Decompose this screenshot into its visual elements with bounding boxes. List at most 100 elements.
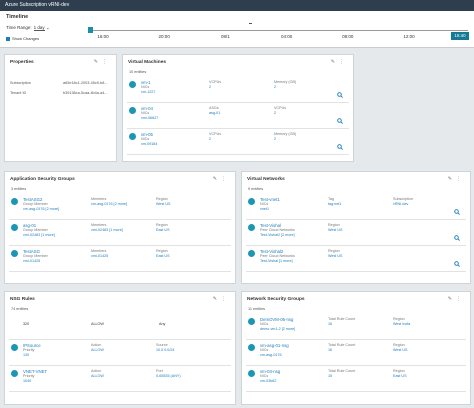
- item-name[interactable]: DemOVM-06-nsg: [260, 317, 294, 322]
- field-label: Region: [393, 343, 405, 347]
- list-item: vm-03-nsg NICs vm-03b62 Total Rule Count 15 R…: [246, 366, 466, 392]
- item-name[interactable]: Test-Vishal: [260, 223, 281, 228]
- field-value: Test-Vishal [1 more]: [260, 259, 293, 263]
- field-value: West US: [156, 202, 171, 206]
- entity-count: 11 entities: [248, 307, 266, 311]
- search-icon[interactable]: [337, 85, 343, 103]
- card-icons[interactable]: ✎⋮: [447, 176, 465, 182]
- search-icon[interactable]: [454, 202, 460, 220]
- magnifier[interactable]: [454, 235, 460, 241]
- search-icon[interactable]: [454, 254, 460, 272]
- timeline-tick: 20:00: [158, 34, 170, 39]
- item-icon: [248, 250, 255, 257]
- range-label: Time Range:: [6, 25, 32, 30]
- field-value: vmi-01425: [23, 259, 41, 263]
- item-icon: [248, 224, 255, 231]
- field-label: Memory (GB): [274, 80, 297, 84]
- magnifier[interactable]: [454, 209, 460, 215]
- field-label: VCPUs: [209, 132, 222, 136]
- field-value: East US: [156, 228, 170, 232]
- field-value: demo-vm1-2 [2 more]: [260, 327, 296, 331]
- field: Region East US: [156, 223, 170, 233]
- list-item: IPSource Priority 130 Action ALLOW Source 10.0…: [9, 340, 231, 366]
- item-icon: [248, 344, 255, 351]
- field-label: Port: [156, 369, 163, 373]
- magnifier[interactable]: [337, 92, 343, 98]
- search-icon[interactable]: [337, 111, 343, 129]
- field-value: vm-1227: [141, 90, 156, 94]
- card-title: NSG Rules: [10, 297, 35, 302]
- field: 320: [23, 322, 29, 327]
- magnifier[interactable]: [337, 144, 343, 150]
- timeline-handle[interactable]: [88, 27, 93, 33]
- search-icon[interactable]: [337, 137, 343, 155]
- field: Region West India: [393, 317, 410, 327]
- field-label: NICs: [260, 202, 269, 206]
- field-label: NICs: [141, 111, 150, 115]
- field-label: ASGs: [209, 106, 219, 110]
- field-label: Peer Cloud Networks: [260, 254, 295, 258]
- field: Region West US: [393, 343, 407, 353]
- field: Memory (GB) 2: [274, 132, 296, 142]
- show-changes[interactable]: Show Changes: [6, 36, 39, 41]
- field-value: vm-asg-0176 [2 more]: [23, 207, 60, 211]
- item-name-col: Test-Vishal2 Peer Cloud Networks Test-Vish…: [260, 249, 295, 264]
- field-value: tag:net1: [328, 202, 342, 206]
- item-name[interactable]: VNET-VNET: [23, 369, 48, 374]
- entity-count: 10 entities: [129, 70, 147, 74]
- item-name[interactable]: vm-1: [141, 80, 151, 85]
- magnifier[interactable]: [337, 118, 343, 124]
- field-value: ALLOW: [91, 322, 104, 326]
- field: Port 0-65535 (ANY): [156, 369, 181, 379]
- field-value: vm-03b62: [260, 379, 277, 383]
- item-name[interactable]: vm-asg-01-nsg: [260, 343, 289, 348]
- list-item: TestASG2 Group Member vm-asg-0176 [2 more]…: [9, 194, 231, 220]
- magnifier[interactable]: [454, 261, 460, 267]
- checkbox[interactable]: [6, 36, 10, 41]
- item-name[interactable]: Test-Vishal2: [260, 249, 284, 254]
- item-name[interactable]: IPSource: [23, 343, 41, 348]
- field-value: vnet1: [260, 207, 270, 211]
- item-name[interactable]: asg-01: [23, 223, 37, 228]
- property-value: a65e18c1-2003-45c9-b8...: [63, 81, 108, 85]
- show-changes-label: Show Changes: [12, 36, 40, 41]
- field-value: vmi-01425: [91, 254, 109, 258]
- item-name[interactable]: TestASG: [23, 249, 40, 254]
- item-name-col: TestASG Group Member vmi-01425: [23, 249, 48, 264]
- item-list: DemOVM-06-nsg NICs demo-vm1-2 [2 more] Tota…: [246, 314, 466, 392]
- card-icons[interactable]: ✎⋮: [212, 296, 230, 302]
- field-label: Members: [91, 223, 107, 227]
- card: Network Security Groups ✎⋮ 11 entities DemO…: [241, 291, 471, 405]
- field-value: 2: [209, 137, 212, 141]
- field-label: NICs: [260, 322, 269, 326]
- timeline: Timeline Time Range: 1 day ⌄ Show Changes…: [0, 11, 474, 48]
- item-name[interactable]: Test-vnet1: [260, 197, 280, 202]
- item-name[interactable]: TestASG2: [23, 197, 43, 202]
- field-value: 15: [328, 374, 333, 378]
- card-icons[interactable]: ✎⋮: [447, 296, 465, 302]
- field-label: Subscription: [393, 197, 414, 201]
- range-select[interactable]: 1 day: [33, 25, 45, 31]
- card-icons[interactable]: ✎⋮: [330, 59, 348, 65]
- card-icons[interactable]: ✎⋮: [212, 176, 230, 182]
- item-name[interactable]: vm-05: [141, 132, 153, 137]
- card-icons[interactable]: ✎⋮: [93, 59, 111, 65]
- item-name[interactable]: vm-04: [141, 106, 153, 111]
- search-icon[interactable]: [454, 228, 460, 246]
- item-list: Test-vnet1 NICs vnet1 Tag tag:net1 Subscripti…: [246, 194, 466, 272]
- field-value: 16: [328, 322, 333, 326]
- list-item: Test-Vishal Peer Cloud Networks Test-Visha…: [246, 220, 466, 246]
- field-label: Action: [91, 343, 102, 347]
- item-name[interactable]: vm-03-nsg: [260, 369, 281, 374]
- item-name-col: vm-04 NICs vmi-06627: [141, 106, 158, 121]
- field: Members vmi-01425: [91, 249, 108, 259]
- timeline-tick: 08/1: [221, 34, 230, 39]
- field: ALLOW: [91, 322, 104, 327]
- field-value: ALLOW: [91, 374, 104, 378]
- entity-count: 9 entities: [248, 187, 264, 191]
- item-icon: [129, 107, 136, 114]
- entity-count: 74 entities: [11, 307, 29, 311]
- property-label: Tenant ID: [10, 91, 27, 95]
- field-value: vmi-02483 [1 more]: [23, 233, 55, 237]
